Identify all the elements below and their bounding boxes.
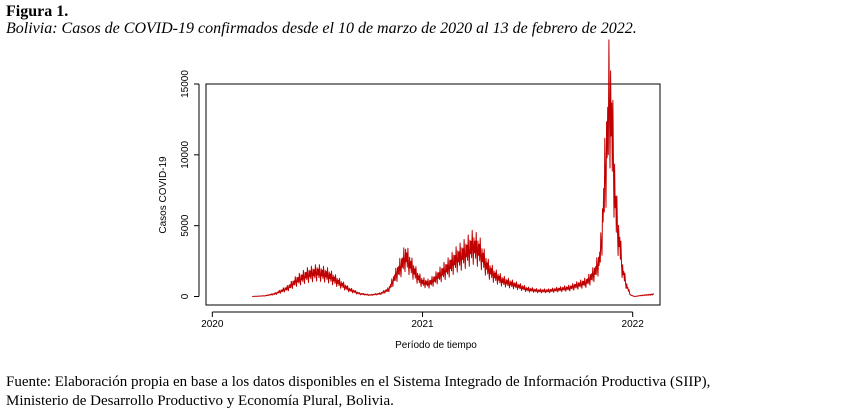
series-line-casos xyxy=(252,39,655,297)
y-axis: 0 5000 10000 15000 xyxy=(180,70,200,299)
x-tick-label-2021: 2021 xyxy=(411,319,434,330)
figure-number: Figura 1. xyxy=(6,3,69,20)
figure-caption: Bolivia: Casos de COVID-19 confirmados d… xyxy=(6,20,637,37)
source-note: Fuente: Elaboración propia en base a los… xyxy=(6,373,842,411)
x-axis-label: Período de tiempo xyxy=(395,340,477,351)
y-tick-label-5000: 5000 xyxy=(180,214,191,237)
x-tick-label-2022: 2022 xyxy=(622,319,645,330)
plot-frame xyxy=(205,83,661,306)
x-tick-label-2020: 2020 xyxy=(201,319,224,330)
y-tick-label-10000: 10000 xyxy=(180,140,191,168)
y-tick-label-0: 0 xyxy=(180,293,191,299)
y-axis-label: Casos COVID-19 xyxy=(158,156,169,234)
source-line-1: Fuente: Elaboración propia en base a los… xyxy=(6,374,711,390)
source-line-2: Ministerio de Desarrollo Productivo y Ec… xyxy=(6,393,394,409)
x-axis: 2020 2021 2022 xyxy=(201,311,645,330)
y-tick-label-15000: 15000 xyxy=(180,70,191,98)
